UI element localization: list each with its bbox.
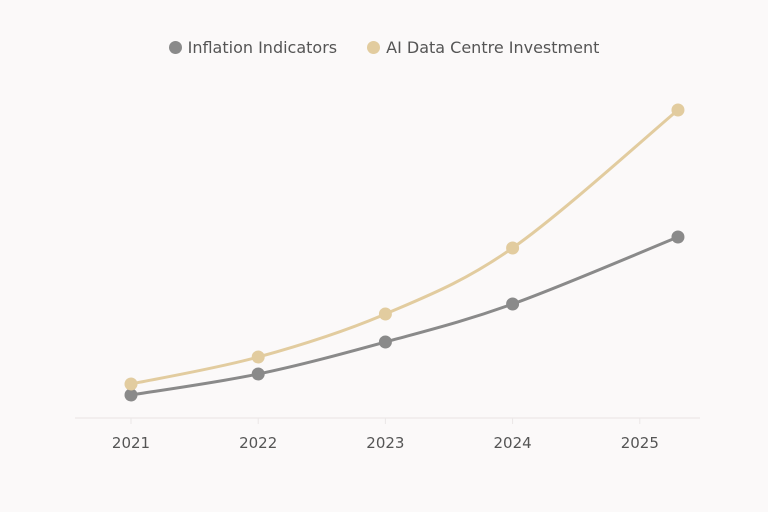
x-tick-label: 2025 [621,434,659,452]
series-line-0 [130,235,679,397]
legend-item-inflation[interactable]: Inflation Indicators [168,38,338,57]
data-point-1[interactable] [124,377,138,391]
legend-marker-inflation [168,41,182,54]
data-point-0[interactable] [251,367,265,381]
x-tick-label: 2021 [112,434,150,452]
x-tick-label: 2024 [494,434,532,452]
series-line-1 [130,108,679,386]
data-point-1[interactable] [251,350,265,364]
data-point-0[interactable] [124,388,138,402]
x-tick-label: 2022 [239,434,277,452]
x-tick-label: 2023 [366,434,404,452]
data-point-1[interactable] [506,241,520,255]
legend-marker-ai-investment [367,41,381,54]
data-point-0[interactable] [378,335,392,349]
data-point-1[interactable] [671,103,685,117]
data-point-0[interactable] [506,297,520,311]
legend: Inflation Indicators AI Data Centre Inve… [0,38,768,57]
legend-label-inflation: Inflation Indicators [187,38,338,57]
data-point-1[interactable] [378,307,392,321]
legend-label-ai-investment: AI Data Centre Investment [386,38,600,57]
legend-item-ai-investment[interactable]: AI Data Centre Investment [367,38,599,57]
data-point-0[interactable] [671,230,685,244]
